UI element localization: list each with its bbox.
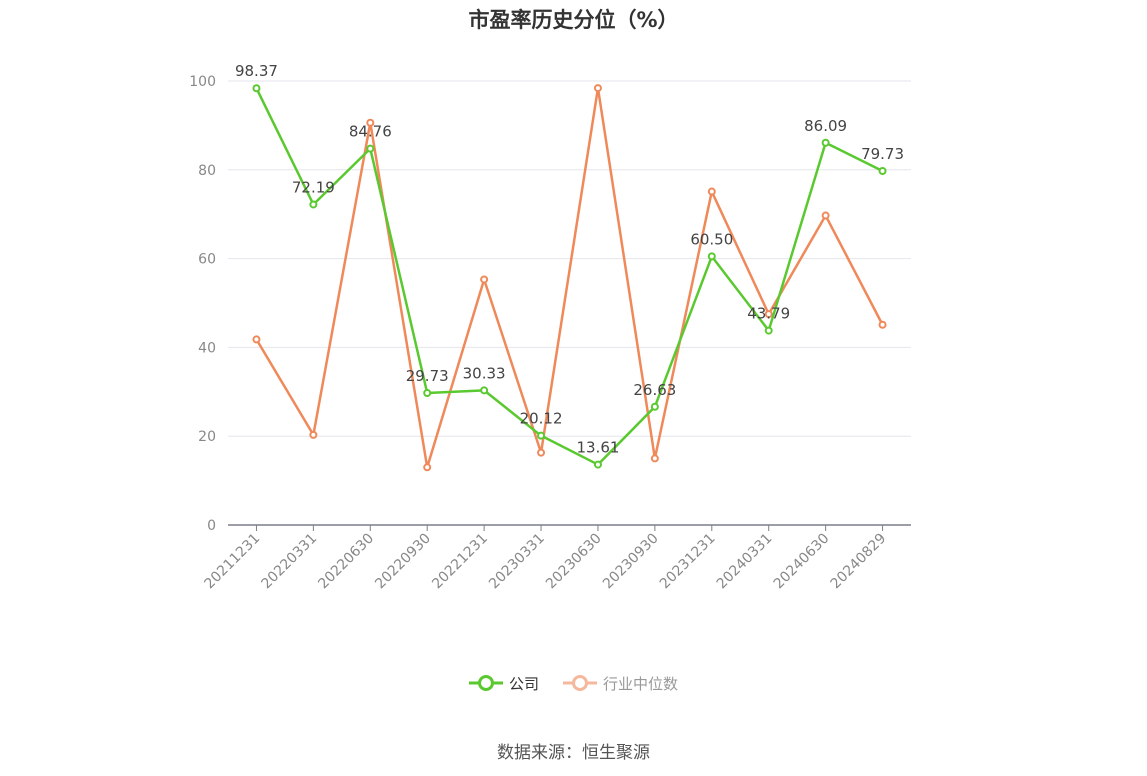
company-point: [423, 388, 432, 397]
data-source: 数据来源：恒生聚源: [497, 743, 650, 763]
company-series-line: [255, 87, 884, 466]
legend-label-company: 公司: [508, 674, 539, 693]
company-data-label: 60.50: [690, 230, 733, 248]
company-point: [593, 460, 602, 469]
company-point: [878, 166, 887, 175]
company-point: [537, 431, 546, 440]
company-data-label: 79.73: [861, 145, 904, 163]
company-point: [366, 144, 375, 153]
y-tick-label: 40: [198, 340, 216, 356]
x-tick-label: 20211231: [202, 531, 264, 593]
company-data-label: 98.37: [235, 62, 278, 80]
company-point: [480, 386, 489, 395]
company-point: [707, 252, 716, 261]
x-tick-label: 20240630: [771, 531, 833, 593]
industry-point: [537, 448, 546, 457]
company-data-label: 72.19: [292, 178, 335, 196]
x-tick-label: 20230331: [486, 531, 548, 593]
y-tick-label: 100: [189, 74, 216, 90]
chart-title: 市盈率历史分位（%）: [468, 8, 679, 32]
company-data-label: 30.33: [463, 364, 506, 382]
company-point: [309, 200, 318, 209]
company-data-label: 84.76: [349, 123, 392, 141]
industry-point: [593, 84, 602, 93]
company-point: [252, 84, 261, 93]
legend-item-industry-median[interactable]: 行业中位数: [563, 672, 678, 694]
industry-series-line: [255, 86, 884, 469]
industry-point: [423, 463, 432, 472]
x-tick-label: 20240331: [714, 531, 776, 593]
company-data-label: 43.79: [747, 305, 790, 323]
industry-point: [878, 320, 887, 329]
industry-point: [366, 118, 375, 127]
y-tick-label: 0: [207, 518, 216, 534]
legend-item-company[interactable]: 公司: [468, 672, 539, 694]
industry-point: [821, 211, 830, 220]
x-tick-label: 20220331: [258, 531, 320, 593]
chart-legend: 公司 行业中位数: [0, 672, 1147, 694]
legend-label-industry-median: 行业中位数: [603, 674, 679, 693]
y-tick-label: 80: [198, 163, 216, 179]
legend-company-marker-icon: [468, 675, 503, 691]
legend-industry-marker-icon: [563, 675, 597, 691]
x-tick-label: 20230630: [543, 531, 605, 593]
y-tick-label: 60: [198, 252, 216, 268]
company-data-label: 26.63: [633, 381, 676, 399]
industry-point: [764, 310, 773, 319]
y-tick-label: 20: [198, 429, 216, 445]
x-tick-label: 20240829: [828, 531, 890, 593]
industry-point: [707, 187, 716, 196]
company-point: [764, 326, 773, 335]
x-tick-label: 20220630: [315, 531, 377, 593]
industry-point: [480, 275, 489, 284]
company-data-label: 20.12: [520, 410, 563, 428]
company-point: [650, 402, 659, 411]
x-tick-label: 20220930: [372, 531, 434, 593]
x-tick-label: 20230930: [600, 531, 662, 593]
industry-point: [252, 335, 261, 344]
industry-point: [309, 430, 318, 439]
company-point: [821, 138, 830, 147]
x-tick-label: 20221231: [429, 531, 491, 593]
industry-point: [650, 454, 659, 463]
company-data-label: 13.61: [576, 439, 619, 457]
company-data-label: 29.73: [406, 367, 449, 385]
x-tick-label: 20231231: [657, 531, 719, 593]
company-data-label: 86.09: [804, 117, 847, 135]
